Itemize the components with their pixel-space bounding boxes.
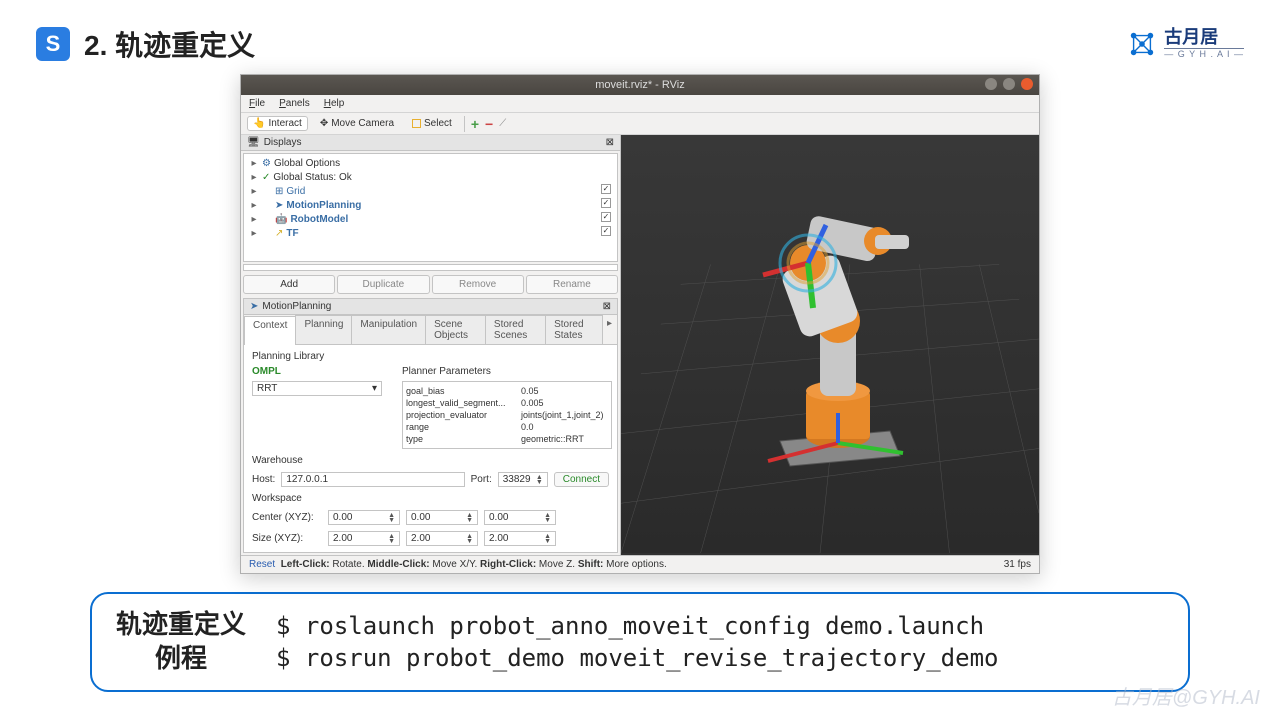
size-z-input[interactable]: 2.00▲▼: [484, 531, 556, 546]
warehouse-label: Warehouse: [252, 455, 609, 466]
center-y-input[interactable]: 0.00▲▼: [406, 510, 478, 525]
tab-manipulation[interactable]: Manipulation: [351, 315, 426, 344]
planner-params-table[interactable]: goal_bias0.05 longest_valid_segment...0.…: [402, 381, 612, 449]
menu-panels[interactable]: Panels: [279, 98, 310, 109]
checkbox-grid[interactable]: ✓: [601, 184, 611, 194]
tool-measure-icon[interactable]: ⟋: [499, 118, 506, 129]
fps-label: 31 fps: [1004, 559, 1031, 570]
tab-stored-states[interactable]: Stored States: [545, 315, 603, 344]
menu-help[interactable]: Help: [324, 98, 345, 109]
rviz-toolbar: 👆Interact ✥ Move Camera Select + − ⟋: [241, 113, 1039, 135]
add-button[interactable]: Add: [243, 275, 335, 294]
rviz-left-panel: 🖥 Displays⊠ ▸⚙ Global Options ▸✓ Global …: [241, 135, 621, 555]
displays-tree[interactable]: ▸⚙ Global Options ▸✓ Global Status: Ok ▸…: [243, 153, 618, 262]
brand-cn: 古月居: [1164, 28, 1244, 46]
tree-motionplanning[interactable]: MotionPlanning: [286, 199, 361, 213]
tool-select[interactable]: Select: [406, 116, 458, 131]
command-label: 轨迹重定义 例程: [116, 608, 246, 676]
slide-title: 2. 轨迹重定义: [84, 24, 255, 64]
command-line-1: $ roslaunch probot_anno_moveit_config de…: [276, 612, 1164, 640]
tree-robotmodel[interactable]: RobotModel: [290, 213, 348, 227]
center-x-input[interactable]: 0.00▲▼: [328, 510, 400, 525]
tree-tf[interactable]: TF: [286, 227, 298, 241]
watermark: 古月居@GYH.AI: [1112, 681, 1260, 710]
slide-title-text: 轨迹重定义: [115, 30, 255, 61]
center-label: Center (XYZ):: [252, 512, 322, 523]
duplicate-button[interactable]: Duplicate: [337, 275, 429, 294]
connect-button[interactable]: Connect: [554, 472, 609, 487]
workspace-label: Workspace: [252, 493, 609, 504]
size-y-input[interactable]: 2.00▲▼: [406, 531, 478, 546]
tool-add-icon[interactable]: +: [471, 116, 479, 132]
slide-logo-icon: S: [36, 27, 70, 61]
tabs-scroll-icon[interactable]: ▸: [602, 315, 617, 344]
rviz-window: moveit.rviz* - RViz File Panels Help 👆In…: [240, 74, 1040, 574]
motionplanning-panel-header[interactable]: ➤ MotionPlanning⊠: [244, 299, 617, 315]
brand-logo-block: 古月居 — G Y H . A I —: [1128, 28, 1244, 59]
status-bar: Reset Left-Click: Rotate. Middle-Click: …: [241, 555, 1039, 573]
checkbox-robot[interactable]: ✓: [601, 212, 611, 222]
planner-params-label: Planner Parameters: [402, 366, 612, 377]
rename-button[interactable]: Rename: [526, 275, 618, 294]
tool-move-camera[interactable]: ✥ Move Camera: [314, 116, 400, 131]
port-label: Port:: [471, 474, 492, 485]
menu-bar: File Panels Help: [241, 95, 1039, 113]
tree-grid[interactable]: Grid: [286, 185, 305, 199]
brand-icon: [1128, 30, 1156, 58]
menu-file[interactable]: File: [249, 98, 265, 109]
tree-global-options[interactable]: Global Options: [274, 157, 340, 171]
tab-planning[interactable]: Planning: [295, 315, 352, 344]
tool-remove-icon[interactable]: −: [485, 116, 493, 132]
port-input[interactable]: 33829▲▼: [498, 472, 548, 487]
checkbox-tf[interactable]: ✓: [601, 226, 611, 236]
robot-arm-icon: [720, 191, 940, 471]
remove-button[interactable]: Remove: [432, 275, 524, 294]
window-minimize-icon[interactable]: [985, 78, 997, 90]
reset-link[interactable]: Reset: [249, 559, 275, 570]
planning-library-label: Planning Library: [252, 351, 609, 362]
slide-header: S 2. 轨迹重定义: [0, 0, 1280, 74]
displays-panel-header[interactable]: 🖥 Displays⊠: [241, 135, 620, 151]
tab-scene-objects[interactable]: Scene Objects: [425, 315, 486, 344]
host-label: Host:: [252, 474, 275, 485]
rviz-3d-viewport[interactable]: [621, 135, 1039, 555]
command-line-2: $ rosrun probot_demo moveit_revise_traje…: [276, 644, 1164, 672]
window-title: moveit.rviz* - RViz: [595, 79, 684, 91]
center-z-input[interactable]: 0.00▲▼: [484, 510, 556, 525]
planner-select[interactable]: RRT▾: [252, 381, 382, 396]
size-x-input[interactable]: 2.00▲▼: [328, 531, 400, 546]
checkbox-mp[interactable]: ✓: [601, 198, 611, 208]
tree-global-status[interactable]: Global Status: Ok: [273, 171, 351, 185]
window-titlebar[interactable]: moveit.rviz* - RViz: [241, 75, 1039, 95]
ompl-label: OMPL: [252, 366, 382, 377]
brand-en: — G Y H . A I —: [1164, 48, 1244, 59]
size-label: Size (XYZ):: [252, 533, 322, 544]
window-close-icon[interactable]: [1021, 78, 1033, 90]
window-maximize-icon[interactable]: [1003, 78, 1015, 90]
slide-number: 2.: [84, 30, 107, 61]
command-box: 轨迹重定义 例程 $ roslaunch probot_anno_moveit_…: [90, 592, 1190, 692]
tab-stored-scenes[interactable]: Stored Scenes: [485, 315, 546, 344]
host-input[interactable]: 127.0.0.1: [281, 472, 464, 487]
tab-context[interactable]: Context: [244, 316, 296, 345]
tool-interact[interactable]: 👆Interact: [247, 116, 308, 131]
mp-tabs: Context Planning Manipulation Scene Obje…: [244, 315, 617, 345]
